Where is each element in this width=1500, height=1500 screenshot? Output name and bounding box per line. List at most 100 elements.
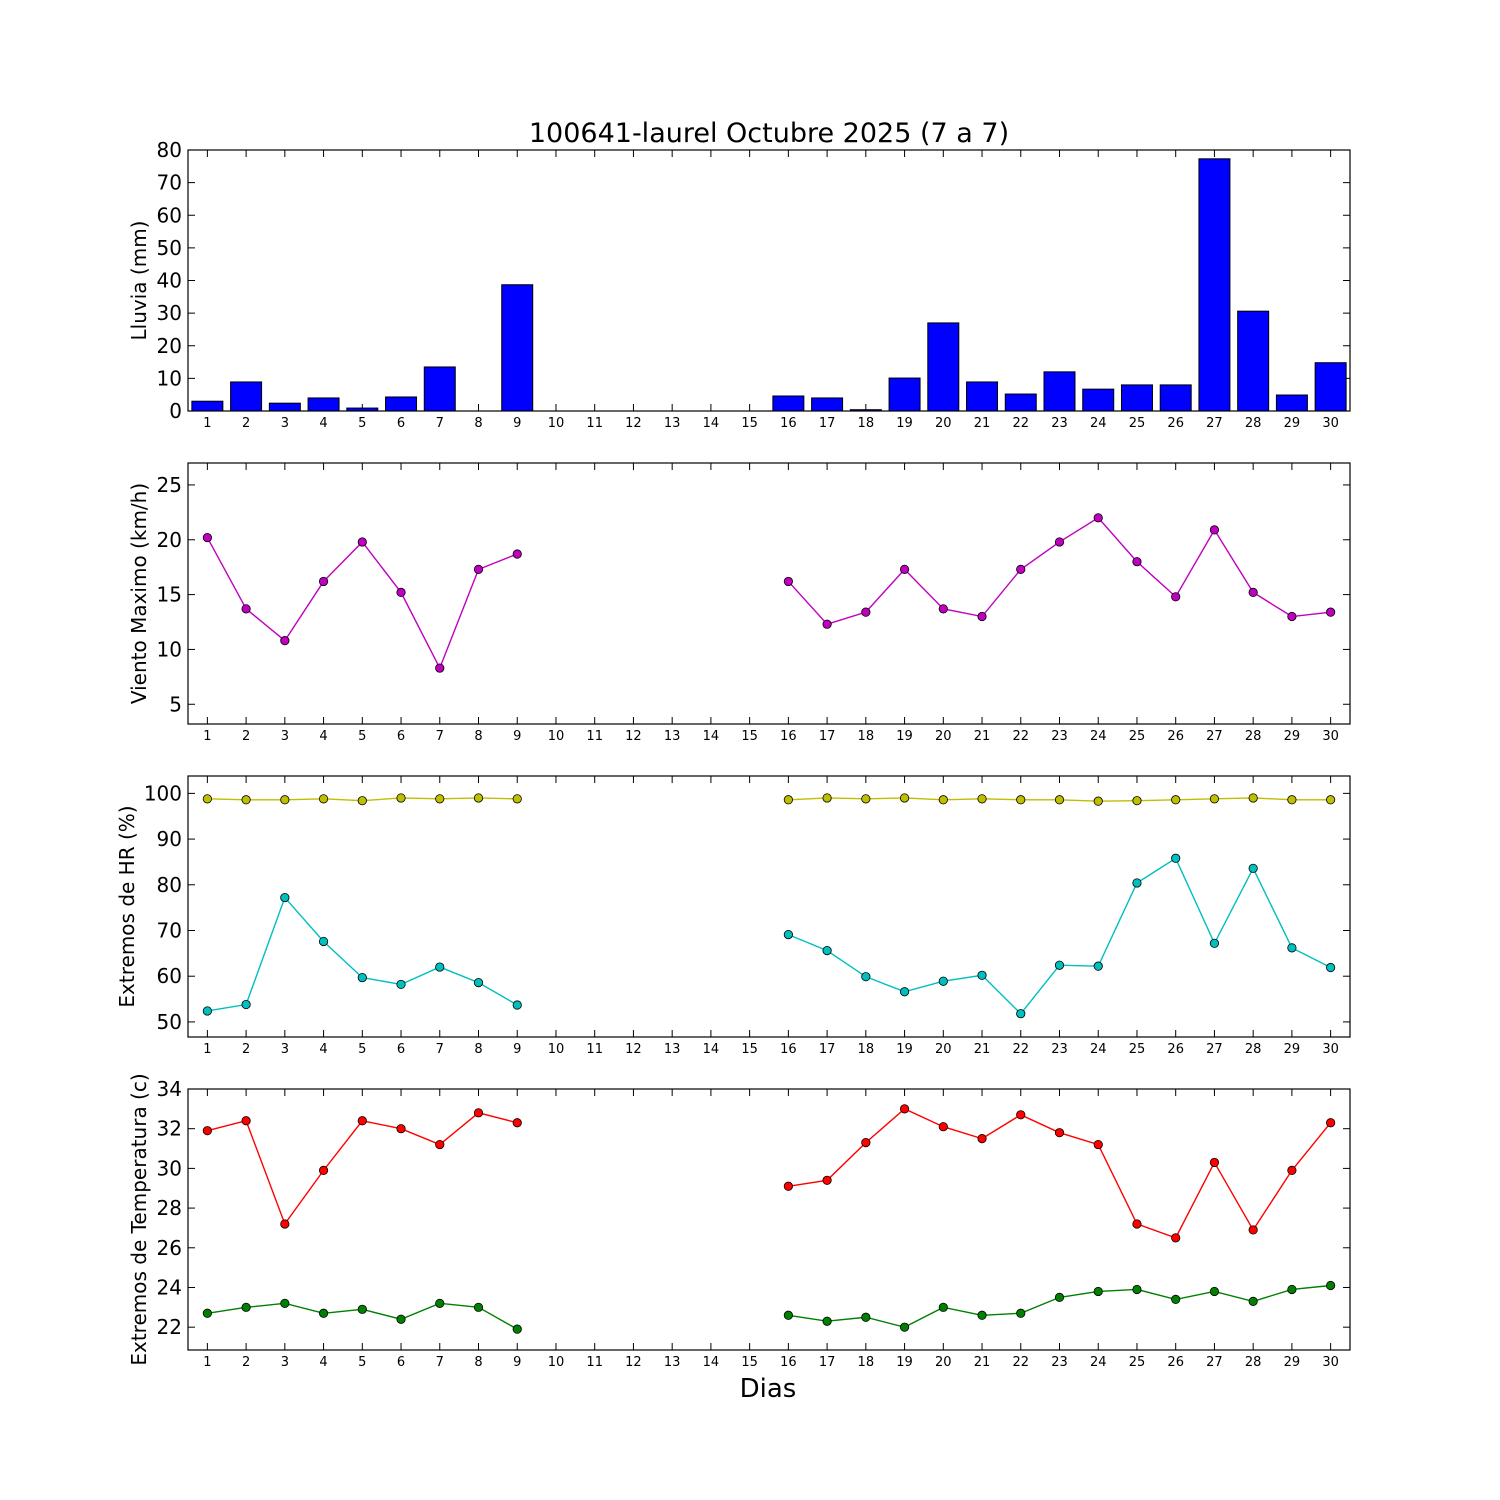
temperature-ytick-label: 22 [157, 1315, 182, 1339]
rain-xtick-label: 16 [780, 416, 797, 431]
wind-xtick-label: 14 [703, 729, 720, 744]
temperature-series-1-point [1016, 1110, 1026, 1120]
humidity-series-2-point [1171, 853, 1181, 863]
rain-xtick-label: 20 [935, 416, 952, 431]
humidity-series-1-point [241, 795, 251, 805]
humidity-ytick-label: 70 [157, 918, 182, 942]
rain-bar [1198, 158, 1231, 412]
humidity-series-1-point [1326, 795, 1336, 805]
rain-xtick-label: 17 [819, 416, 836, 431]
wind-xtick-label: 6 [397, 729, 405, 744]
humidity-xtick-label: 6 [397, 1042, 405, 1057]
temperature-series-2-point [1171, 1294, 1181, 1304]
rain-xtick-label: 12 [625, 416, 642, 431]
temperature-series-2-point [396, 1314, 406, 1324]
wind-series-1-point [861, 607, 871, 617]
humidity-series-1-point [1016, 795, 1026, 805]
wind-xtick-label: 5 [358, 729, 366, 744]
rain-xtick-label: 13 [664, 416, 681, 431]
humidity-xtick-label: 24 [1090, 1042, 1107, 1057]
rain-xtick-label: 25 [1129, 416, 1146, 431]
humidity-series-1-point [1248, 793, 1258, 803]
temperature-plot-area [188, 1089, 1350, 1350]
humidity-xtick-label: 30 [1322, 1042, 1339, 1057]
rain-bar [423, 366, 456, 412]
temperature-series-2-point [977, 1310, 987, 1320]
humidity-xtick-label: 14 [703, 1042, 720, 1057]
humidity-series-2-point [1016, 1009, 1026, 1019]
temperature-series-1-point [938, 1122, 948, 1132]
rain-bar [966, 381, 999, 412]
temperature-series-2-point [1132, 1284, 1142, 1295]
humidity-xtick-label: 5 [358, 1042, 366, 1057]
humidity-ytick-label: 100 [144, 781, 182, 805]
humidity-xtick-label: 27 [1206, 1042, 1223, 1057]
humidity-y-axis-label: Extremos de HR (%) [115, 805, 139, 1007]
humidity-xtick-label: 26 [1167, 1042, 1184, 1057]
temperature-xtick-label: 1 [203, 1355, 211, 1370]
wind-xtick-label: 19 [896, 729, 913, 744]
temperature-series-1-point [1054, 1128, 1065, 1138]
humidity-series-2-point [1132, 878, 1142, 888]
humidity-series-1-point [435, 794, 445, 804]
temperature-ytick-label: 28 [157, 1196, 182, 1220]
temperature-xtick-label: 16 [780, 1355, 797, 1370]
temperature-series-2-point [938, 1302, 948, 1312]
humidity-series-1-point [357, 796, 367, 806]
temperature-series-1-point [822, 1175, 832, 1185]
rain-ytick-label: 70 [157, 171, 182, 195]
wind-series-1-point [241, 604, 251, 614]
temperature-xtick-label: 6 [397, 1355, 405, 1370]
humidity-series-1-point [473, 793, 484, 803]
temperature-xtick-label: 30 [1322, 1355, 1339, 1370]
wind-xtick-label: 24 [1090, 729, 1107, 744]
temperature-xtick-label: 17 [819, 1355, 836, 1370]
rain-ytick-label: 10 [157, 366, 182, 390]
temperature-xtick-label: 11 [586, 1355, 603, 1370]
wind-xtick-label: 18 [858, 729, 875, 744]
rain-xtick-label: 9 [513, 416, 521, 431]
rain-bar [1314, 362, 1347, 412]
temperature-xtick-label: 22 [1012, 1355, 1029, 1370]
humidity-series-2-point [861, 972, 871, 982]
humidity-series-2-point [473, 978, 484, 988]
temperature-series-1-point [280, 1219, 290, 1229]
humidity-series-2-point [1326, 962, 1336, 973]
wind-xtick-label: 16 [780, 729, 797, 744]
wind-series-1-point [1171, 592, 1181, 602]
humidity-series-1-point [899, 793, 910, 803]
temperature-xtick-label: 15 [741, 1355, 758, 1370]
wind-xtick-label: 1 [203, 729, 211, 744]
rain-bar [888, 377, 921, 412]
humidity-series-1-point [1287, 795, 1297, 805]
temperature-xtick-label: 26 [1167, 1355, 1184, 1370]
humidity-series-2-point [938, 976, 948, 986]
wind-series-1-point [396, 587, 406, 598]
temperature-series-1-point [1287, 1165, 1297, 1175]
wind-series-1-point [899, 564, 910, 574]
humidity-series-2-point [977, 970, 987, 980]
humidity-xtick-label: 10 [548, 1042, 565, 1057]
wind-xtick-label: 21 [974, 729, 991, 744]
humidity-xtick-label: 28 [1245, 1042, 1262, 1057]
rain-xtick-label: 28 [1245, 416, 1262, 431]
temperature-xtick-label: 28 [1245, 1355, 1262, 1370]
rain-bar [927, 322, 960, 412]
rain-bar [772, 395, 805, 412]
temperature-xtick-label: 9 [513, 1355, 521, 1370]
temperature-series-2-point [861, 1312, 871, 1322]
wind-xtick-label: 10 [548, 729, 565, 744]
wind-ytick-label: 5 [169, 692, 182, 716]
temperature-series-1-point [783, 1181, 793, 1191]
wind-series-1-point [783, 576, 793, 587]
temperature-series-1-point [1171, 1233, 1181, 1243]
rain-xtick-label: 3 [281, 416, 289, 431]
humidity-xtick-label: 18 [858, 1042, 875, 1057]
rain-bar [268, 402, 301, 412]
temperature-xtick-label: 24 [1090, 1355, 1107, 1370]
temperature-series-1-point [473, 1108, 484, 1118]
wind-series-1-point [202, 532, 212, 543]
wind-axes-frame [187, 462, 1351, 725]
humidity-xtick-label: 12 [625, 1042, 642, 1057]
